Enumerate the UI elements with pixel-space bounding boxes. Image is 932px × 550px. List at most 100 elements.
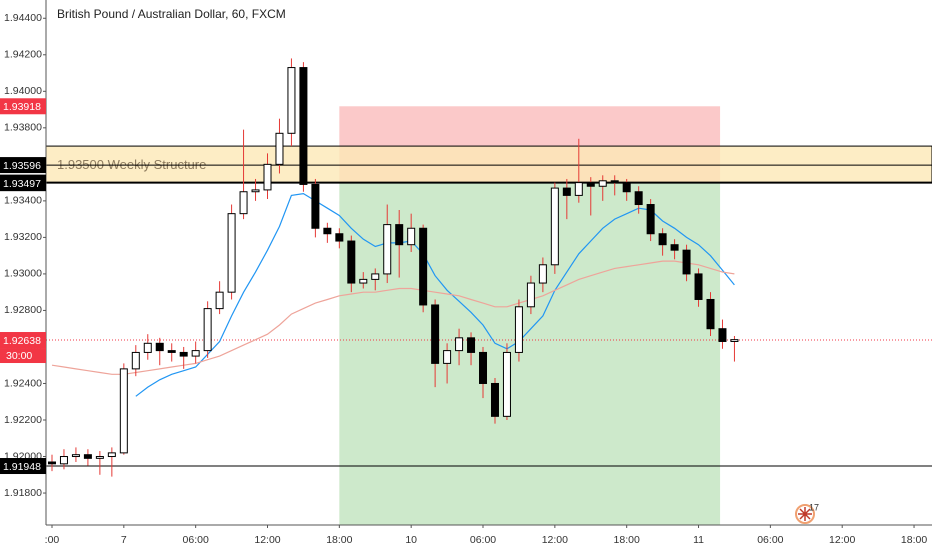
candle-body xyxy=(682,249,691,275)
candle-body xyxy=(670,244,679,251)
x-tick-label: 18:00 xyxy=(614,534,640,546)
candle-body xyxy=(59,456,68,465)
candle-body xyxy=(455,337,464,352)
price-tag xyxy=(0,175,46,192)
candle-body xyxy=(71,454,80,458)
price-tag-label: 1.93918 xyxy=(3,101,41,113)
candle-body xyxy=(83,454,92,459)
candle-body xyxy=(574,182,583,196)
structure-zone xyxy=(45,145,932,184)
price-tag xyxy=(0,157,46,174)
candle-body xyxy=(443,350,452,364)
candle-body xyxy=(730,339,739,342)
candle-body xyxy=(479,351,488,384)
candle-body xyxy=(215,291,224,310)
price-tag-label: 1.93596 xyxy=(3,160,41,172)
candle-body xyxy=(275,132,284,165)
candle-body xyxy=(143,342,152,353)
candle-body xyxy=(95,456,104,459)
y-tick-label: 1.94200 xyxy=(4,49,42,61)
candle-body xyxy=(598,180,607,187)
candle-body xyxy=(706,298,715,330)
price-tag-label: 1.92638 xyxy=(3,335,41,347)
candle-body xyxy=(538,264,547,284)
y-tick-label: 1.93800 xyxy=(4,122,42,134)
x-tick-label: 18:00 xyxy=(901,534,927,546)
candle-body xyxy=(335,233,344,242)
candle-body xyxy=(383,224,392,275)
candle-body xyxy=(107,452,116,458)
price-tag-label: 1.93497 xyxy=(3,178,41,190)
countdown: 30:00 xyxy=(6,350,32,362)
x-tick-label: 7 xyxy=(121,534,127,546)
y-tick-label: 1.93400 xyxy=(4,195,42,207)
candle-body xyxy=(431,304,440,364)
candle-body xyxy=(203,308,212,352)
candle-body xyxy=(299,67,308,185)
x-tick-label: 18:00 xyxy=(326,534,352,546)
price-tag xyxy=(0,98,46,115)
x-tick-label: 06:00 xyxy=(183,534,209,546)
y-tick-label: 1.92200 xyxy=(4,414,42,426)
candle-body xyxy=(179,351,188,357)
x-tick-label: 06:00 xyxy=(757,534,783,546)
candle-body xyxy=(467,337,476,353)
candle-body xyxy=(287,67,296,134)
candle-body xyxy=(658,233,667,246)
y-tick-label: 1.92800 xyxy=(4,304,42,316)
x-axis-bg xyxy=(0,525,932,550)
candle-body xyxy=(718,328,727,342)
countdown-bg xyxy=(0,348,46,364)
candle-body xyxy=(227,213,236,293)
price-tag xyxy=(0,332,46,349)
x-tick-label: :00 xyxy=(45,534,60,546)
candle-body xyxy=(323,227,332,235)
candle-body xyxy=(586,182,595,187)
candle-body xyxy=(622,182,631,193)
candle-body xyxy=(490,382,499,417)
candle-body xyxy=(359,278,368,284)
candle-body xyxy=(311,183,320,229)
candle-body xyxy=(634,191,643,206)
price-tag xyxy=(0,458,46,475)
candle-body xyxy=(239,191,248,215)
candle-body xyxy=(155,342,164,352)
candle-body xyxy=(395,224,404,246)
x-tick-label: 06:00 xyxy=(470,534,496,546)
y-tick-label: 1.93000 xyxy=(4,268,42,280)
candle-body xyxy=(610,180,619,184)
x-tick-label: 12:00 xyxy=(254,534,280,546)
candle-body xyxy=(562,187,571,196)
candle-body xyxy=(419,227,428,306)
chart-title: British Pound / Australian Dollar, 60, F… xyxy=(57,7,286,21)
x-tick-label: 12:00 xyxy=(829,534,855,546)
x-tick-label: 12:00 xyxy=(542,534,568,546)
y-tick-label: 1.94000 xyxy=(4,85,42,97)
badge-flag xyxy=(798,507,812,521)
moving-average xyxy=(135,192,735,397)
candle-body xyxy=(550,187,559,266)
x-tick-label: 10 xyxy=(405,534,417,546)
candle-body xyxy=(526,282,535,308)
badge-label: 17 xyxy=(809,502,819,512)
y-tick-label: 1.92400 xyxy=(4,377,42,389)
candle-body xyxy=(131,351,140,370)
candle-body xyxy=(407,227,416,246)
moving-average xyxy=(51,260,735,375)
candle-body xyxy=(694,273,703,300)
x-tick-label: 11 xyxy=(693,534,704,546)
candle-body xyxy=(502,351,511,417)
zone-label: 1.93500 Weekly Structure xyxy=(57,157,206,172)
price-tag-label: 1.91948 xyxy=(3,461,41,473)
candle-body xyxy=(646,204,655,235)
candle-body xyxy=(47,461,56,465)
candle-body xyxy=(167,350,176,353)
y-tick-label: 1.94400 xyxy=(4,12,42,24)
candle-body xyxy=(119,368,128,454)
candle-body xyxy=(371,273,380,280)
candle-body xyxy=(263,163,272,191)
candle-body xyxy=(191,350,200,357)
candle-body xyxy=(251,189,260,193)
